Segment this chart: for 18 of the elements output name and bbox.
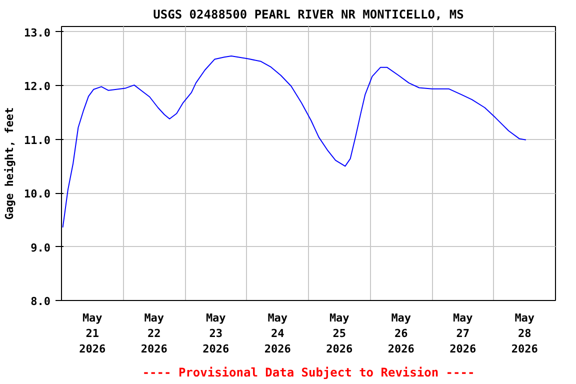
y-tick-label: 11.0	[24, 134, 51, 147]
x-tick-label: May 24 2026	[264, 312, 292, 356]
x-tick-label: May 28 2026	[511, 312, 538, 356]
y-tick-label: 8.0	[30, 295, 51, 308]
x-tick-label: May 25 2026	[326, 312, 353, 356]
y-axis-title: Gage height, feet	[3, 107, 16, 220]
x-tick-label: May 22 2026	[140, 312, 168, 356]
x-tick-label: May 26 2026	[388, 312, 415, 356]
line-series	[62, 56, 526, 228]
chart-title: USGS 02488500 PEARL RIVER NR MONTICELLO, MS	[153, 8, 464, 22]
y-tick-label: 12.0	[24, 80, 51, 94]
y-tick-label: 13.0	[24, 26, 51, 40]
x-tick-label: May 21 2026	[79, 312, 106, 356]
y-tick-label: 9.0	[30, 241, 51, 254]
x-tick-label: May 23 2026	[202, 312, 230, 356]
text: ---- Provisional Data Subject to Revision ----	[142, 366, 475, 380]
x-tick-label: May 27 2026	[450, 312, 476, 356]
y-tick-label: 10.0	[24, 188, 51, 201]
